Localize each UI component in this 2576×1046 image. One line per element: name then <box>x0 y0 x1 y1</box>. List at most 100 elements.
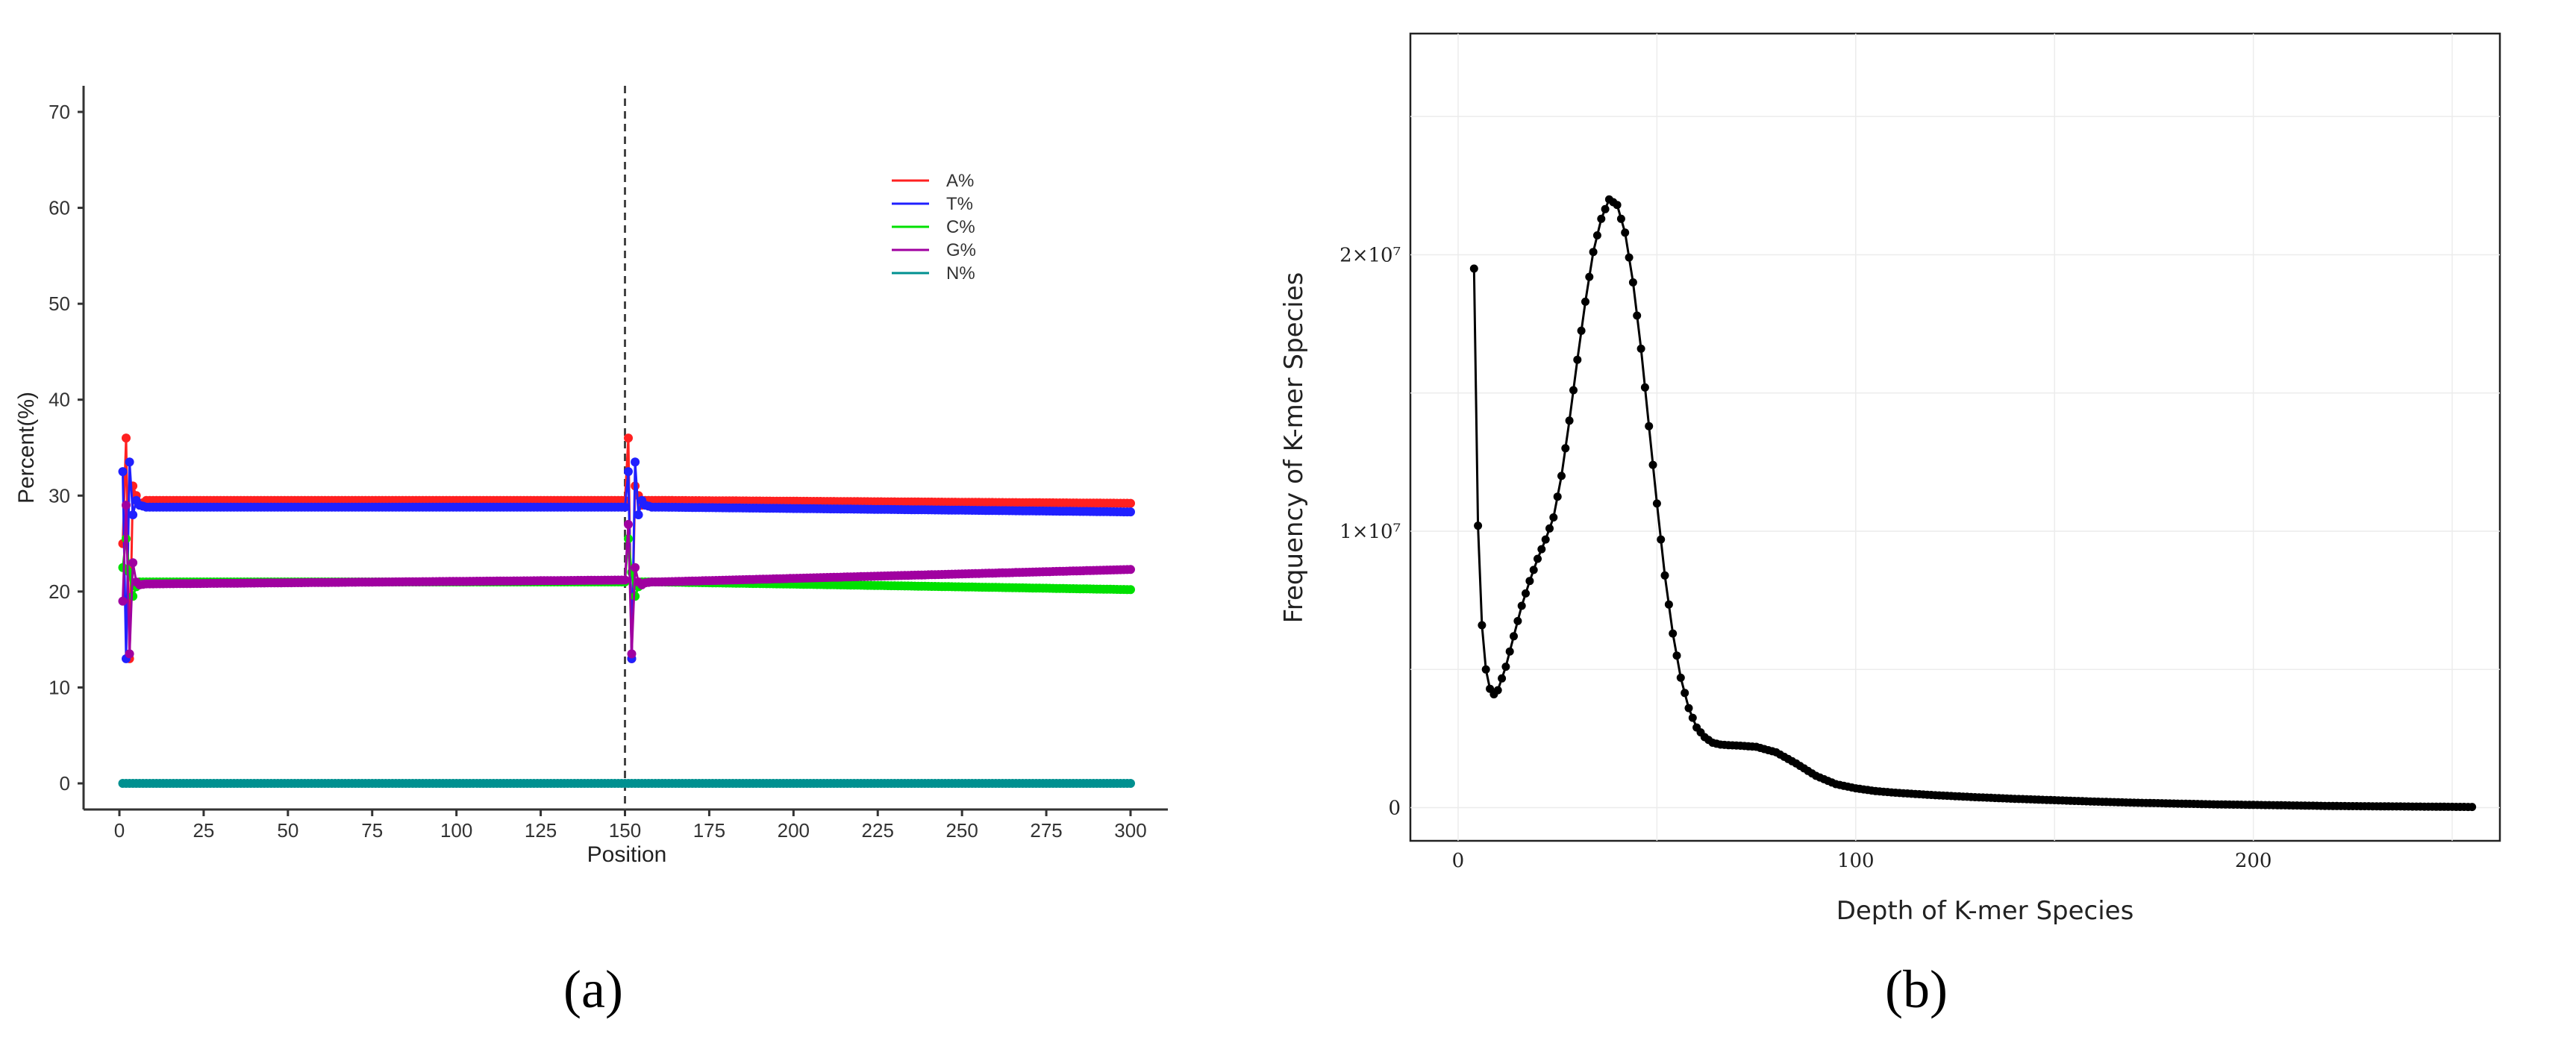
panel-b-x-tick-label: 100 <box>1837 850 1875 872</box>
series-point <box>1501 663 1510 671</box>
series-point <box>1645 422 1654 430</box>
series-point <box>122 433 131 443</box>
panel-a-x-tick-label: 200 <box>778 819 810 842</box>
series-point <box>1517 601 1526 610</box>
series-point <box>1474 522 1483 530</box>
series-point <box>1688 713 1697 722</box>
series-point <box>1676 673 1685 682</box>
series-point <box>1581 297 1589 306</box>
series-point <box>118 596 128 606</box>
series-point <box>634 510 643 519</box>
series-point <box>1628 278 1637 286</box>
legend-item: A% <box>892 171 974 191</box>
series-point <box>128 592 138 601</box>
series-line <box>1472 198 2472 809</box>
panel-a-x-tick-label: 225 <box>862 819 894 842</box>
series-point <box>1633 311 1642 320</box>
panel-a-y-ticks: 0 10 20 30 40 50 60 70 <box>49 101 84 795</box>
series-point <box>1681 689 1689 698</box>
series-point <box>631 563 640 572</box>
series-point <box>1557 472 1566 480</box>
panel-b-series <box>1469 195 2477 812</box>
series-point <box>1549 513 1558 522</box>
series-point <box>1529 566 1538 574</box>
panel-a-x-tick-label: 175 <box>693 819 725 842</box>
series-point <box>1126 565 1135 574</box>
legend-label: A% <box>946 171 974 191</box>
panel-b-gridlines <box>1410 34 2500 841</box>
series-point <box>1648 460 1657 469</box>
panel-a-y-tick-label: 50 <box>49 292 70 315</box>
series-point <box>1672 651 1681 660</box>
series-point <box>118 467 128 477</box>
series-point <box>1577 326 1586 335</box>
panel-a-y-tick-label: 70 <box>49 101 70 123</box>
panel-a-y-tick-label: 60 <box>49 197 70 219</box>
series-point <box>1640 383 1649 392</box>
legend-item: T% <box>892 194 973 214</box>
legend-label: C% <box>946 217 975 237</box>
series-n-percent <box>118 779 1135 788</box>
panel-b-y-ticks: 0 1×10⁷ 2×10⁷ <box>1339 244 1401 819</box>
panel-b-y-tick-label: 2×10⁷ <box>1339 244 1401 266</box>
series-point <box>1573 355 1582 364</box>
series-point <box>1636 344 1645 353</box>
series-kmer-frequency <box>1469 195 2477 812</box>
series-point <box>128 510 138 519</box>
series-point <box>1126 779 1135 788</box>
series-point <box>125 649 134 659</box>
series-point <box>1481 665 1490 674</box>
panel-b-y-tick-label: 0 <box>1388 798 1401 820</box>
series-point <box>624 519 633 529</box>
panel-a-x-tick-label: 125 <box>525 819 557 842</box>
panel-a-y-axis-title: Percent(%) <box>14 392 39 504</box>
series-point <box>1541 535 1550 544</box>
series-point <box>1589 248 1598 257</box>
series-point <box>620 502 630 512</box>
series-point <box>125 457 134 467</box>
series-point <box>1652 499 1661 508</box>
panel-b-x-tick-label: 0 <box>1452 850 1465 872</box>
legend-label: G% <box>946 240 976 260</box>
series-point <box>1469 264 1478 273</box>
panel-a-series <box>118 433 1135 788</box>
series-point <box>1126 507 1135 517</box>
panel-a-y-tick-label: 20 <box>49 580 70 603</box>
series-point <box>1657 535 1666 544</box>
series-point <box>1669 629 1678 638</box>
series-point <box>1592 231 1601 239</box>
panel-b-y-axis-title: Frequency of K-mer Species <box>1279 272 1309 624</box>
panel-a-x-tick-label: 300 <box>1114 819 1146 842</box>
panel-a-x-tick-label: 150 <box>609 819 641 842</box>
series-point <box>122 501 131 510</box>
series-point <box>1493 686 1502 695</box>
panel-b-y-tick-label: 1×10⁷ <box>1339 521 1401 543</box>
panel-b-x-tick-label: 200 <box>2235 850 2272 872</box>
legend-item: G% <box>892 240 976 260</box>
panel-a-y-tick-label: 10 <box>49 676 70 698</box>
panel-b: 0 1×10⁷ 2×10⁷ 0 100 200 Depth of K-mer Speci… <box>1279 32 2501 1019</box>
series-point <box>1664 600 1673 609</box>
series-point <box>1525 577 1534 586</box>
series-point <box>1616 214 1625 223</box>
series-point <box>1621 228 1630 237</box>
series-point <box>1478 621 1486 630</box>
series-point <box>1126 585 1135 595</box>
series-g-percent <box>118 501 1135 659</box>
panel-b-label: (b) <box>1885 959 1948 1019</box>
series-point <box>128 558 138 568</box>
series-point <box>631 457 640 467</box>
legend-item: N% <box>892 263 975 284</box>
panel-a-x-tick-label: 50 <box>277 819 298 842</box>
series-point <box>627 649 637 659</box>
series-point <box>1505 647 1514 656</box>
panel-b-x-axis-title: Depth of K-mer Species <box>1836 896 2134 926</box>
series-point <box>1684 704 1693 713</box>
series-point <box>1660 571 1669 580</box>
series-point <box>1561 444 1570 453</box>
legend-label: N% <box>946 263 975 284</box>
panel-b-plot-frame <box>1409 32 2501 842</box>
series-point <box>1569 386 1578 395</box>
panel-a-y-tick-label: 30 <box>49 484 70 507</box>
